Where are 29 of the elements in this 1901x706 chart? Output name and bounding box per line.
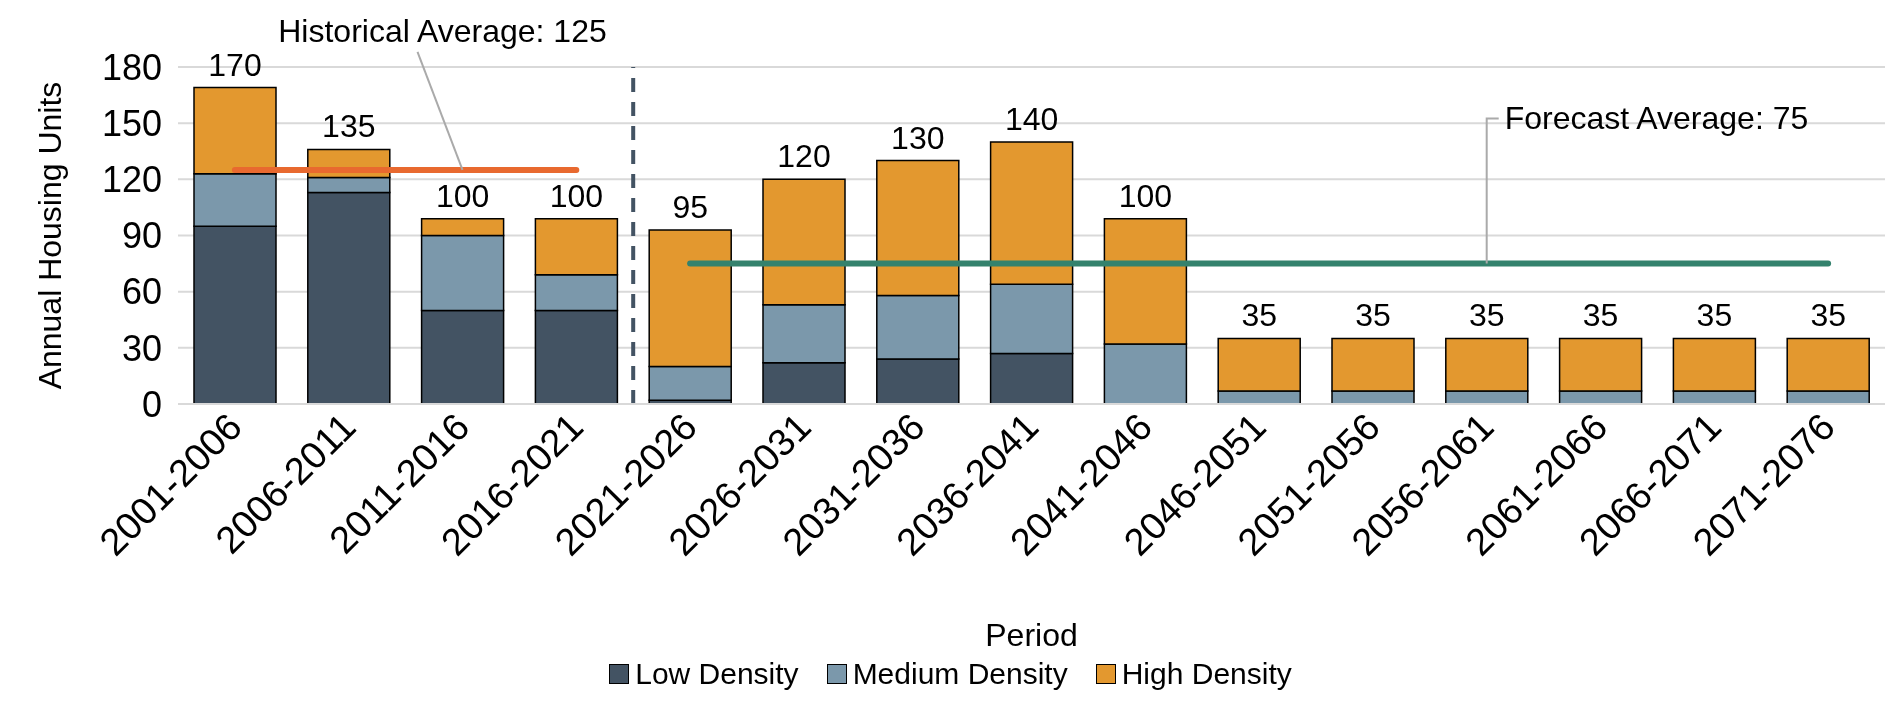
total-label: 135 [322,108,376,145]
legend-label: Low Density [634,657,799,691]
total-label: 120 [777,138,831,175]
y-tick-label: 180 [101,46,162,88]
total-label: 140 [1004,100,1059,137]
x-axis-title: Period [985,617,1078,653]
total-label: 100 [435,177,490,214]
total-label: 35 [1696,297,1733,334]
y-tick-label: 30 [121,327,162,369]
y-axis-title: Annual Housing Units [32,81,69,390]
y-tick-label: 90 [121,215,162,257]
y-tick-label: 0 [141,383,162,425]
total-label: 35 [1355,297,1391,334]
legend-label: High Density [1120,657,1292,691]
total-label: 130 [891,119,945,156]
total-label: 35 [1469,297,1505,334]
total-label: 35 [1241,297,1277,334]
total-label: 100 [1118,177,1173,214]
text: Forecast Average: 75 [1504,99,1809,136]
text: Historical Average: 125 [278,12,607,49]
total-label: 35 [1582,297,1619,334]
legend-label: Medium Density [851,657,1068,691]
total-label: 35 [1810,297,1846,334]
y-tick-label: 60 [121,271,162,313]
y-tick-label: 150 [101,102,162,144]
y-tick-label: 120 [101,159,162,201]
total-label: 95 [672,188,708,225]
total-label: 170 [208,46,262,83]
total-label: 100 [549,177,604,214]
